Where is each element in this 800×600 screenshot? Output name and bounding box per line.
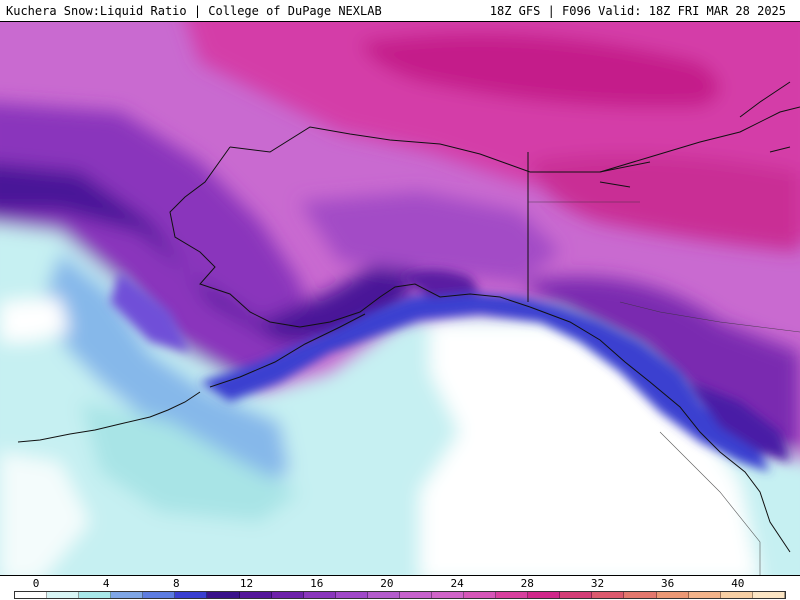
colorbar-tick-label: 16	[310, 577, 324, 590]
colorbar	[14, 591, 786, 599]
field-ocean-teal	[80, 402, 300, 522]
colorbar-legend: 0 4 8 12 16 20 24 28 32 36 40	[0, 575, 800, 600]
map-header: Kuchera Snow:Liquid Ratio | College of D…	[0, 0, 800, 22]
colorbar-segment	[303, 592, 336, 598]
colorbar-labels: 0 4 8 12 16 20 24 28 32 36 40	[0, 576, 800, 590]
colorbar-segment	[399, 592, 433, 598]
coast-gulf	[529, 306, 791, 553]
border-bc	[659, 431, 761, 575]
colorbar-segment	[175, 592, 208, 598]
coast-alaska-west	[169, 146, 301, 328]
colorbar-segment	[656, 592, 689, 598]
colorbar-segment	[624, 592, 657, 598]
colorbar-tick-label: 8	[173, 577, 180, 590]
colorbar-segment	[335, 592, 368, 598]
field-southeast-indigo	[690, 382, 790, 462]
colorbar-segment	[143, 592, 176, 598]
colorbar-tick-label: 4	[102, 577, 110, 590]
border-canada-provinces	[528, 201, 800, 333]
colorbar-tick-label: 24	[450, 577, 464, 590]
colorbar-segment	[79, 592, 112, 598]
coast-peninsula-south	[209, 313, 366, 388]
colorbar-segment	[367, 592, 400, 598]
colorbar-segment	[752, 592, 785, 598]
field-very-high-east	[530, 154, 800, 252]
snow-ratio-map[interactable]	[0, 22, 800, 575]
field-coast-violet	[400, 269, 480, 297]
field-white-west	[0, 297, 70, 342]
colorbar-tick-label: 12	[239, 577, 254, 590]
coast-peninsula	[299, 283, 531, 328]
coast-alaska-north	[229, 126, 651, 173]
product-title: Kuchera Snow:Liquid Ratio | College of D…	[6, 4, 382, 18]
colorbar-segment	[688, 592, 721, 598]
colorbar-segment	[464, 592, 497, 598]
colorbar-segment	[592, 592, 625, 598]
coast-aleutians	[17, 391, 201, 443]
islands-arctic	[599, 81, 791, 188]
field-west-violet	[110, 272, 190, 352]
field-ocean-blue	[40, 252, 290, 492]
colorbar-segment	[496, 592, 529, 598]
colorbar-segment	[15, 592, 48, 598]
colorbar-segment	[271, 592, 304, 598]
colorbar-tick-label: 28	[520, 577, 534, 590]
field-ocean-white	[420, 322, 759, 575]
colorbar-tick-label: 40	[731, 577, 745, 590]
field-deep-purple	[0, 164, 420, 342]
colorbar-segment	[47, 592, 80, 598]
colorbar-segment	[111, 592, 144, 598]
colorbar-tick-label: 36	[661, 577, 675, 590]
colorbar-tick-label: 32	[590, 577, 605, 590]
colorbar-segment	[432, 592, 465, 598]
field-very-high	[360, 33, 720, 108]
colorbar-tick-label: 20	[380, 577, 394, 590]
colorbar-segment	[207, 592, 240, 598]
field-white-southwest	[0, 452, 90, 575]
colorbar-segment	[239, 592, 272, 598]
field-mid-purple	[300, 192, 560, 282]
coastlines	[17, 81, 800, 553]
colorbar-tick-label: 0	[32, 577, 40, 590]
colorbar-segment	[560, 592, 593, 598]
colorbar-segment	[720, 592, 753, 598]
field-coast-blue	[200, 292, 770, 472]
colorbar-segment	[528, 592, 561, 598]
borders	[528, 201, 800, 575]
coast-canada-arctic	[599, 106, 800, 173]
model-run-info: 18Z GFS | F096 Valid: 18Z FRI MAR 28 202…	[489, 4, 786, 18]
